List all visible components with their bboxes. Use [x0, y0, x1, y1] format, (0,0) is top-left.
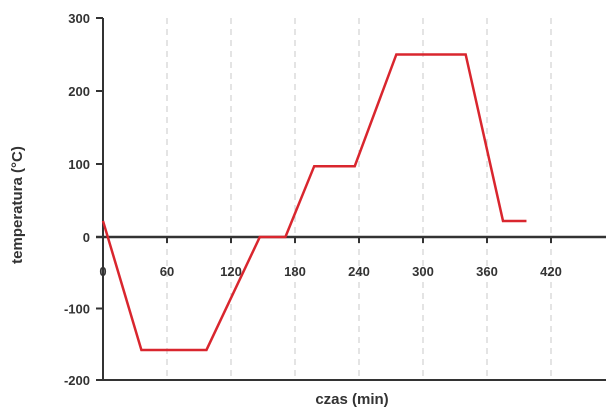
- grid-lines: [166, 18, 552, 380]
- x-tick-label-360: 360: [476, 264, 498, 279]
- y-tick-label--100: -100: [64, 302, 90, 317]
- axes: [96, 17, 606, 381]
- x-tick-label-420: 420: [540, 264, 562, 279]
- x-tick-label-120: 120: [220, 264, 242, 279]
- y-tick-label-300: 300: [68, 11, 90, 26]
- x-tick-label-300: 300: [412, 264, 434, 279]
- y-axis-title: temperatura (°C): [9, 146, 26, 264]
- series-line-0: [101, 53, 527, 352]
- x-tick-label-180: 180: [284, 264, 306, 279]
- y-tick-label-200: 200: [68, 84, 90, 99]
- y-tick-label-0: 0: [83, 230, 90, 245]
- x-tick-label-0: 0: [99, 264, 106, 279]
- y-tick-label-100: 100: [68, 157, 90, 172]
- x-axis-title: czas (min): [315, 391, 388, 408]
- x-tick-label-240: 240: [348, 264, 370, 279]
- x-tick-label-60: 60: [160, 264, 174, 279]
- series-layer: [101, 53, 527, 352]
- tick-labels: 300 200 100 0 -100 -200 0 60 120 180 240 300 360 420: [64, 11, 562, 388]
- y-tick-label--200: -200: [64, 373, 90, 388]
